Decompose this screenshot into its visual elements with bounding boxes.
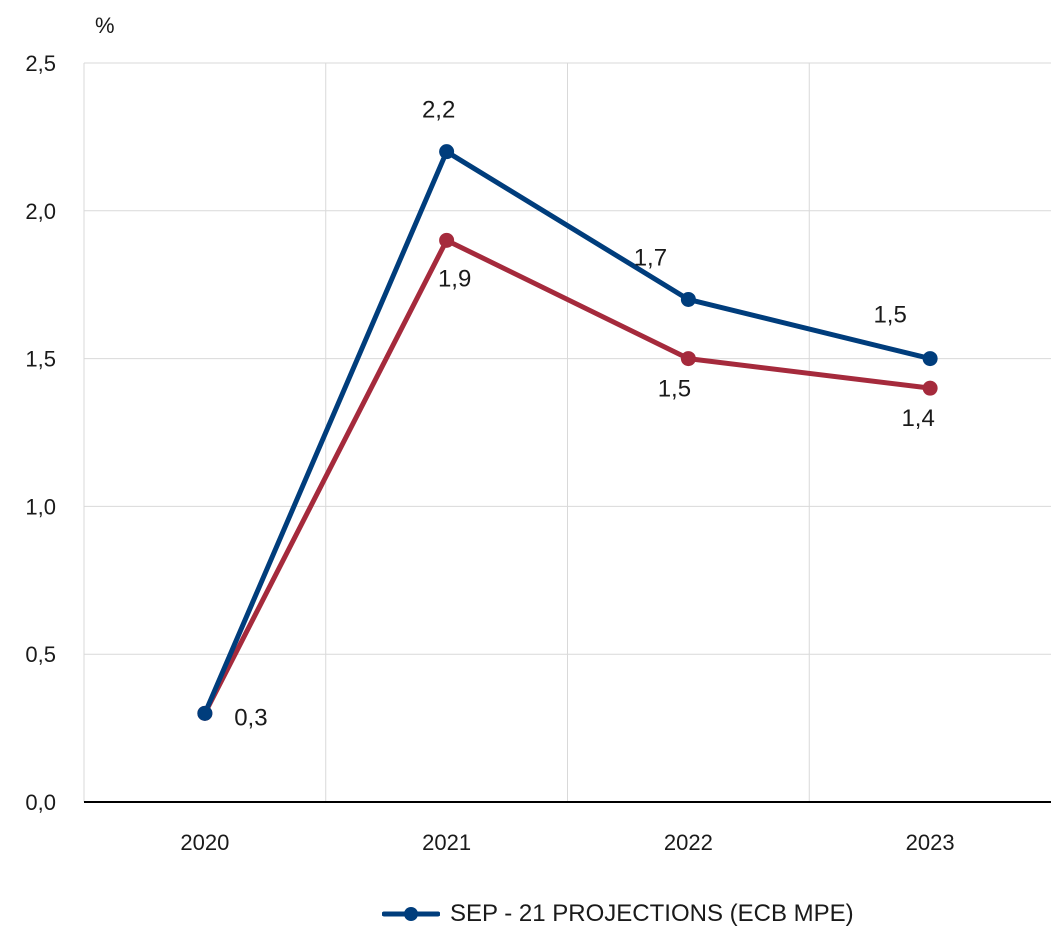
x-axis-ticks: 2020 2021 2022 2023 — [180, 830, 954, 855]
data-label: 2,2 — [422, 97, 455, 124]
grid — [83, 62, 1051, 802]
data-label: 1,4 — [901, 405, 934, 432]
x-tick-label: 2022 — [664, 830, 713, 855]
y-tick-label: 2,5 — [25, 51, 56, 76]
legend-label-series-1: SEP - 21 PROJECTIONS (ECB MPE) — [450, 900, 854, 927]
series — [197, 144, 938, 721]
x-tick-label: 2023 — [906, 830, 955, 855]
series-2-point — [439, 232, 455, 248]
series-1-point — [197, 705, 213, 721]
legend-marker-icon — [382, 907, 440, 921]
y-tick-label: 1,0 — [25, 494, 56, 519]
y-tick-label: 0,5 — [25, 642, 56, 667]
data-label: 1,5 — [873, 302, 906, 329]
data-label: 1,9 — [438, 265, 471, 292]
y-tick-label: 0,0 — [25, 790, 56, 815]
data-label: 0,3 — [234, 704, 267, 731]
data-label: 1,7 — [634, 244, 667, 271]
data-labels: 2,2 1,7 1,5 0,3 1,9 1,5 1,4 — [234, 97, 935, 732]
series-1-point — [922, 351, 938, 367]
x-tick-label: 2020 — [180, 830, 229, 855]
series-1-point — [439, 144, 455, 160]
series-2-point — [680, 351, 696, 367]
series-2-point — [922, 380, 938, 396]
legend: SEP - 21 PROJECTIONS (ECB MPE) — [382, 896, 854, 932]
series-line-1 — [202, 149, 933, 716]
series-1-point — [680, 291, 696, 307]
data-label: 1,5 — [658, 376, 691, 403]
x-tick-label: 2021 — [422, 830, 471, 855]
y-tick-label: 2,0 — [25, 199, 56, 224]
y-unit-label: % — [95, 13, 115, 38]
y-tick-label: 1,5 — [25, 347, 56, 372]
series-line-2 — [202, 237, 933, 716]
y-axis-ticks: 0,0 0,5 1,0 1,5 2,0 2,5 — [25, 51, 56, 815]
